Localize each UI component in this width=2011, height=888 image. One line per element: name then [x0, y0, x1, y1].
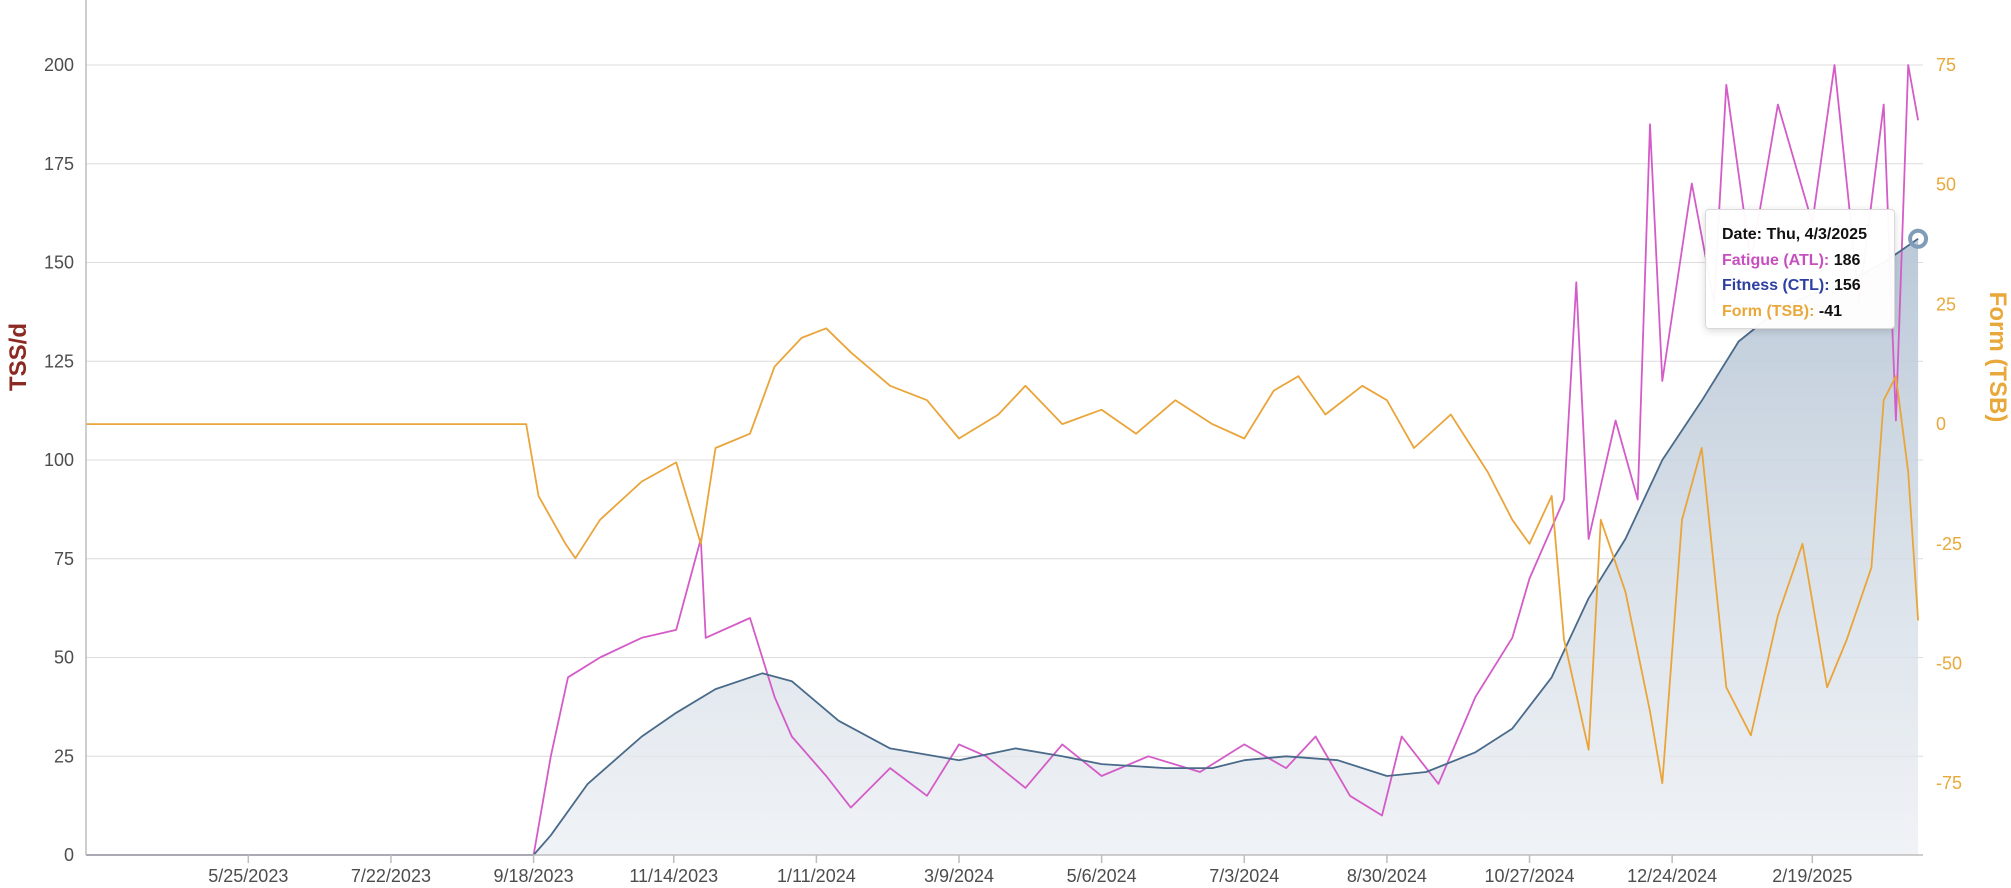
- x-tick-label: 9/18/2023: [494, 866, 574, 886]
- fitness-area: [86, 238, 1919, 856]
- x-tick-label: 7/3/2024: [1209, 866, 1279, 886]
- tooltip-fatigue-row: Fatigue (ATL): 186: [1722, 248, 1884, 274]
- left-tick-label: 100: [44, 450, 74, 470]
- tooltip-fatigue-value: 186: [1833, 251, 1861, 269]
- tooltip-date-value: Thu, 4/3/2025: [1766, 226, 1867, 243]
- tooltip-form-row: Form (TSB): -41: [1722, 299, 1884, 325]
- tooltip-fitness-label: Fitness (CTL):: [1722, 277, 1830, 294]
- x-tick-label: 11/14/2023: [629, 866, 718, 886]
- fatigue-line: [86, 64, 1919, 856]
- x-tick-label: 3/9/2024: [924, 866, 994, 886]
- left-tick-label: 125: [44, 351, 74, 371]
- tooltip: Date: Thu, 4/3/2025 Fatigue (ATL): 186 F…: [1705, 209, 1895, 329]
- x-tick-label: 8/30/2024: [1347, 866, 1427, 886]
- grid-lines: [86, 64, 1923, 856]
- fitness-line: [86, 238, 1919, 856]
- tooltip-date-label: Date:: [1722, 226, 1763, 243]
- left-tick-label: 25: [54, 746, 74, 766]
- x-tick-label: 5/25/2023: [208, 866, 288, 886]
- form-line: [86, 327, 1919, 785]
- right-tick-label: 25: [1936, 294, 1956, 314]
- tooltip-fitness-value: 156: [1834, 277, 1861, 294]
- left-tick-label: 50: [54, 648, 74, 668]
- left-tick-label: 75: [54, 549, 74, 569]
- x-tick-label: 12/24/2024: [1627, 866, 1717, 886]
- right-axis-title: Form (TSB): [1984, 292, 2011, 423]
- series-layer: [86, 64, 1919, 856]
- tooltip-form-label: Form (TSB):: [1722, 302, 1815, 320]
- tooltip-form-value: -41: [1818, 302, 1843, 320]
- area-layer: [86, 238, 1919, 856]
- left-tick-label: 150: [44, 253, 74, 273]
- x-tick-label: 10/27/2024: [1484, 866, 1574, 886]
- x-tick-label: 7/22/2023: [351, 866, 431, 886]
- right-tick-label: 50: [1936, 175, 1956, 195]
- x-tick-label: 1/11/2024: [777, 866, 856, 886]
- left-tick-label: 175: [44, 154, 74, 174]
- right-tick-label: -25: [1936, 534, 1962, 554]
- x-tick-label: 2/19/2025: [1772, 866, 1852, 886]
- x-axis-ticks: 5/25/2023 7/22/2023 9/18/2023 11/14/2023 1/1…: [208, 855, 1852, 886]
- right-tick-label: 0: [1936, 414, 1946, 434]
- right-tick-label: -75: [1936, 773, 1962, 793]
- tooltip-fatigue-label: Fatigue (ATL):: [1722, 251, 1830, 269]
- left-tick-label: 200: [44, 55, 74, 75]
- tooltip-date-row: Date: Thu, 4/3/2025: [1722, 222, 1884, 248]
- right-axis-ticks: -75 -50 -25 0 25 50 75: [1936, 55, 1962, 793]
- right-tick-label: 75: [1936, 55, 1956, 75]
- x-tick-label: 5/6/2024: [1067, 866, 1137, 886]
- axes-layer: [85, 0, 1923, 856]
- left-axis-title: TSS/d: [5, 323, 32, 391]
- tooltip-fitness-row: Fitness (CTL): 156: [1722, 273, 1884, 299]
- left-axis-ticks: 0 25 50 75 100 125 150 175 200: [44, 55, 74, 865]
- right-tick-label: -50: [1936, 653, 1962, 673]
- hover-marker[interactable]: [1908, 228, 1929, 249]
- left-tick-label: 0: [64, 845, 74, 865]
